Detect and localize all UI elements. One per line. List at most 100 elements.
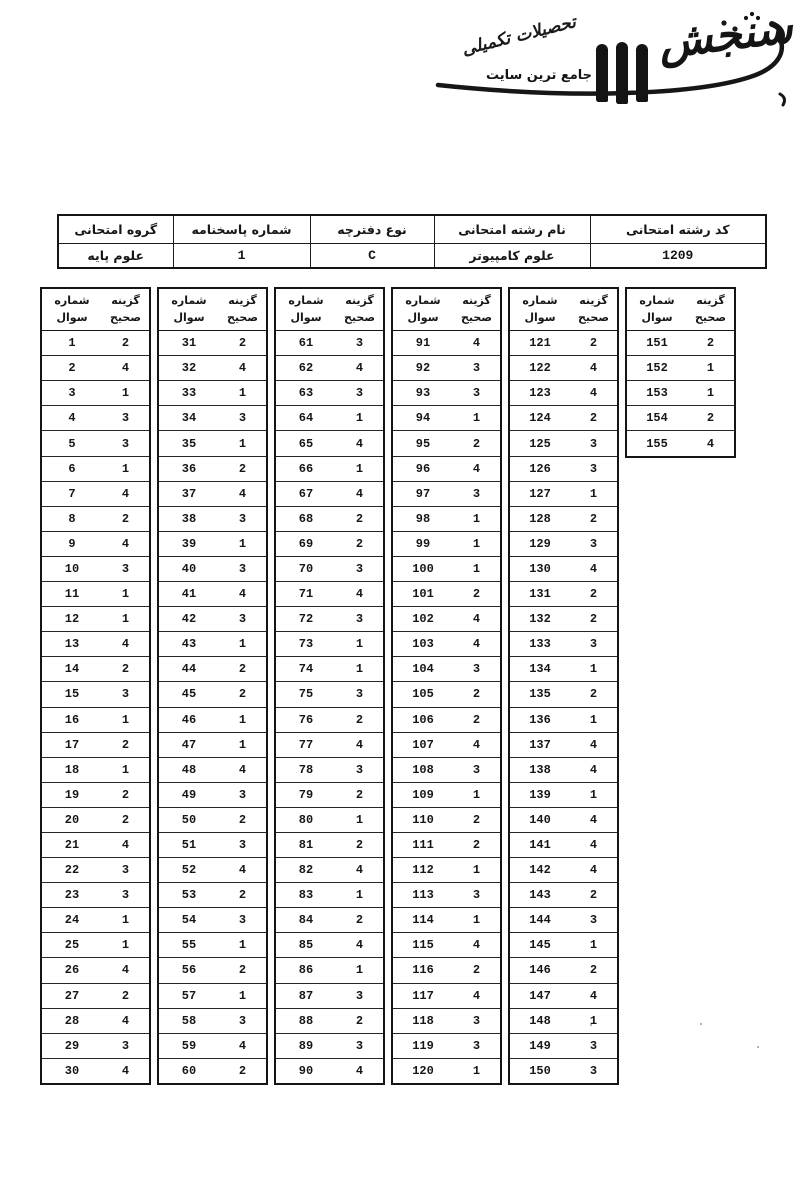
answer-row: 16 1: [41, 706, 151, 733]
question-number: 154: [626, 405, 687, 431]
question-number: 71: [275, 581, 336, 607]
question-number: 5: [41, 430, 102, 457]
question-number: 107: [392, 731, 453, 758]
correct-option: 1: [570, 480, 619, 507]
correct-option: 4: [219, 756, 268, 783]
answer-row: 35 1: [158, 430, 268, 457]
correct-option: 4: [453, 982, 502, 1009]
question-number: 88: [275, 1007, 336, 1034]
correct-option: 4: [336, 1057, 385, 1084]
question-number: 115: [392, 932, 453, 958]
correct-option: 3: [570, 530, 619, 557]
question-number: 64: [275, 405, 336, 431]
answer-row: 74 1: [275, 656, 385, 682]
answer-row: 103 4: [392, 631, 502, 657]
question-number: 25: [41, 932, 102, 958]
exam-info-header-row: کد رشته امتحانی نام رشته امتحانی نوع دفت…: [57, 214, 767, 244]
answer-key-header-row: شماره سوال گزینه صحیح: [275, 288, 385, 332]
correct-option: 1: [453, 505, 502, 532]
correct-option: 3: [453, 355, 502, 381]
correct-option: 3: [336, 555, 385, 582]
question-number: 10: [41, 555, 102, 582]
correct-option: 2: [219, 330, 268, 356]
question-number: 6: [41, 455, 102, 482]
correct-option: 1: [102, 706, 151, 733]
question-number: 57: [158, 982, 219, 1009]
answer-row: 141 4: [509, 831, 619, 858]
exam-field-value: علوم کامپیوتر: [433, 243, 591, 269]
answer-row: 133 3: [509, 631, 619, 657]
correct-option: 3: [102, 1032, 151, 1059]
question-number: 110: [392, 806, 453, 833]
question-number: 49: [158, 781, 219, 808]
answer-row: 108 3: [392, 756, 502, 783]
answer-row: 79 2: [275, 781, 385, 808]
answer-row: 38 3: [158, 505, 268, 532]
question-number: 26: [41, 957, 102, 984]
question-number: 148: [509, 1007, 570, 1034]
answer-row: 155 4: [626, 430, 736, 457]
question-number: 97: [392, 480, 453, 507]
answer-row: 10 3: [41, 555, 151, 582]
answer-row: 118 3: [392, 1007, 502, 1034]
answer-key-table: شماره سوال گزینه صحیح 121 2 122 4 123 4 124 2 125 3 12…: [508, 287, 619, 1085]
scan-speck: [700, 1023, 702, 1025]
answer-row: 82 4: [275, 857, 385, 883]
question-number: 28: [41, 1007, 102, 1034]
booklet-type-header: نوع دفترچه: [309, 214, 435, 244]
correct-option: 2: [219, 806, 268, 833]
answer-row: 88 2: [275, 1007, 385, 1034]
question-number: 114: [392, 907, 453, 933]
answer-row: 137 4: [509, 731, 619, 758]
correct-option: 2: [336, 781, 385, 808]
answer-row: 17 2: [41, 731, 151, 758]
correct-option: 4: [453, 455, 502, 482]
answer-row: 20 2: [41, 806, 151, 833]
correct-option: 2: [570, 330, 619, 356]
question-number: 40: [158, 555, 219, 582]
correct-option: 2: [102, 330, 151, 356]
answer-row: 131 2: [509, 581, 619, 607]
question-number: 90: [275, 1057, 336, 1084]
logo-three-bars-mark: [596, 42, 648, 104]
answer-row: 22 3: [41, 857, 151, 883]
question-number: 8: [41, 505, 102, 532]
answer-row: 114 1: [392, 907, 502, 933]
answer-row: 31 2: [158, 330, 268, 356]
correct-option: 1: [570, 781, 619, 808]
correct-option: 4: [453, 631, 502, 657]
question-number: 147: [509, 982, 570, 1009]
question-number: 149: [509, 1032, 570, 1059]
correct-option: 4: [219, 857, 268, 883]
correct-option: 4: [336, 932, 385, 958]
question-number: 153: [626, 380, 687, 406]
answer-row: 95 2: [392, 430, 502, 457]
correct-option: 2: [102, 731, 151, 758]
answer-row: 27 2: [41, 982, 151, 1009]
answer-row: 69 2: [275, 530, 385, 557]
question-number: 123: [509, 380, 570, 406]
question-number: 13: [41, 631, 102, 657]
question-number: 94: [392, 405, 453, 431]
correct-option: 2: [336, 831, 385, 858]
question-number: 145: [509, 932, 570, 958]
correct-option: 1: [453, 857, 502, 883]
question-number: 35: [158, 430, 219, 457]
correct-option: 4: [102, 530, 151, 557]
question-number: 20: [41, 806, 102, 833]
correct-option: 4: [570, 806, 619, 833]
correct-option: 1: [336, 957, 385, 984]
question-number: 116: [392, 957, 453, 984]
correct-option: 2: [102, 656, 151, 682]
question-number: 85: [275, 932, 336, 958]
question-number: 45: [158, 681, 219, 707]
answer-row: 128 2: [509, 505, 619, 532]
question-number: 109: [392, 781, 453, 808]
answer-row: 53 2: [158, 882, 268, 908]
question-number: 36: [158, 455, 219, 482]
answer-row: 107 4: [392, 731, 502, 758]
question-number: 117: [392, 982, 453, 1009]
correct-option: 3: [453, 1007, 502, 1034]
